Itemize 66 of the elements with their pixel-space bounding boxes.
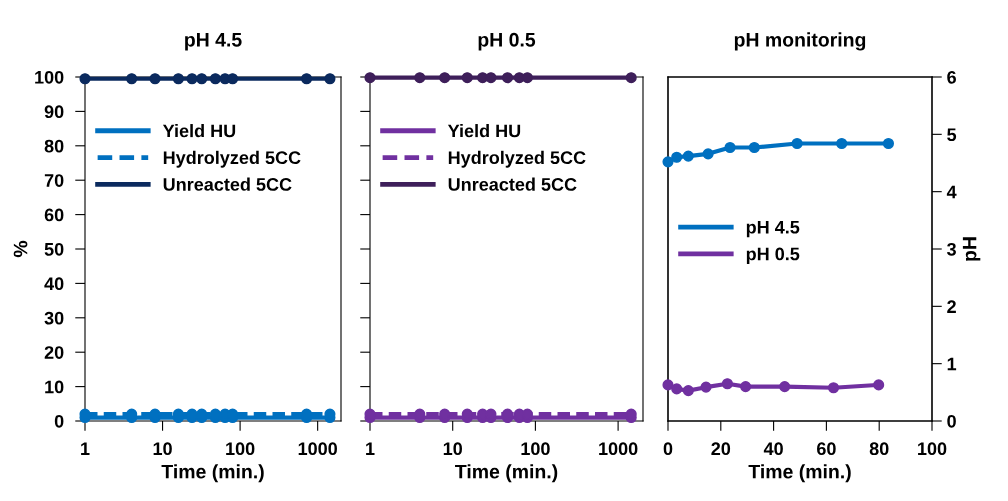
x-tick-label: 100 bbox=[521, 442, 550, 456]
x-tick-label: 1 bbox=[366, 442, 375, 455]
point bbox=[791, 137, 803, 150]
y-tick-label: 20 bbox=[44, 346, 64, 359]
y2-tick-label: 5 bbox=[947, 128, 957, 142]
y-tick-label: 10 bbox=[45, 380, 64, 394]
x-tick-label: 100 bbox=[226, 442, 255, 456]
y-tick-label: 90 bbox=[44, 105, 64, 119]
point bbox=[748, 141, 760, 154]
x-axis-title: Time (min.) bbox=[161, 464, 264, 483]
y2-tick-label: 0 bbox=[947, 414, 956, 428]
x-tick-label: 1 bbox=[81, 442, 90, 455]
x-tick-label: 20 bbox=[711, 442, 731, 456]
point bbox=[700, 381, 712, 393]
point bbox=[682, 385, 694, 397]
x-tick-label: 80 bbox=[869, 442, 889, 456]
x-tick-label: 1000 bbox=[298, 442, 337, 456]
y-tick-label: 40 bbox=[44, 277, 64, 291]
x-tick-label: 1000 bbox=[599, 442, 638, 456]
legend-label: Hydrolyzed 5CC bbox=[448, 150, 586, 168]
x-tick-label: 60 bbox=[817, 442, 836, 456]
point bbox=[662, 379, 674, 391]
y-tick-label: 50 bbox=[44, 242, 64, 256]
chart-title: pH monitoring bbox=[734, 32, 866, 51]
y-tick-label: 80 bbox=[44, 139, 64, 153]
point bbox=[721, 378, 733, 390]
point bbox=[827, 382, 840, 394]
x-axis-title: Time (min.) bbox=[748, 464, 851, 483]
y2-tick-label: 4 bbox=[946, 185, 957, 199]
legend-label: Yield HU bbox=[162, 124, 236, 138]
y2-tick-label: 2 bbox=[947, 300, 956, 313]
point bbox=[724, 141, 736, 154]
legend-label: Unreacted 5CC bbox=[448, 177, 577, 191]
y2-tick-label: 3 bbox=[947, 242, 956, 256]
y-tick-label: 0 bbox=[54, 414, 64, 428]
point bbox=[779, 381, 791, 393]
legend-label: pH 4.5 bbox=[746, 220, 800, 238]
x-tick-label: 0 bbox=[663, 442, 673, 456]
y-tick-label: 30 bbox=[44, 311, 64, 325]
point bbox=[702, 148, 714, 160]
point bbox=[662, 156, 674, 168]
point bbox=[671, 383, 683, 395]
point bbox=[882, 137, 894, 150]
x-tick-label: 40 bbox=[763, 442, 783, 456]
legend-label: Yield HU bbox=[447, 124, 521, 138]
point bbox=[740, 381, 752, 393]
x-tick-label: 10 bbox=[443, 442, 462, 456]
x-axis-title: Time (min.) bbox=[455, 464, 558, 483]
point bbox=[671, 151, 683, 163]
chart-title: pH 4.5 bbox=[185, 33, 242, 51]
legend-label: pH 0.5 bbox=[746, 247, 800, 264]
x-tick-label: 100 bbox=[918, 442, 947, 456]
y2-tick-label: 6 bbox=[947, 70, 956, 84]
point bbox=[682, 150, 694, 162]
chart-title: pH 0.5 bbox=[478, 32, 536, 51]
legend-label: Hydrolyzed 5CC bbox=[163, 150, 301, 168]
y-tick-label: 70 bbox=[44, 174, 64, 187]
point bbox=[873, 379, 885, 391]
y-axis-title: % bbox=[13, 240, 28, 258]
y-tick-label: 60 bbox=[44, 208, 64, 222]
y-tick-label: 100 bbox=[35, 70, 64, 84]
legend-label: Unreacted 5CC bbox=[163, 177, 292, 191]
y2-tick-label: 1 bbox=[947, 357, 957, 371]
point bbox=[836, 137, 848, 150]
x-tick-label: 10 bbox=[153, 442, 172, 456]
y2-axis-title: pH bbox=[962, 237, 981, 261]
